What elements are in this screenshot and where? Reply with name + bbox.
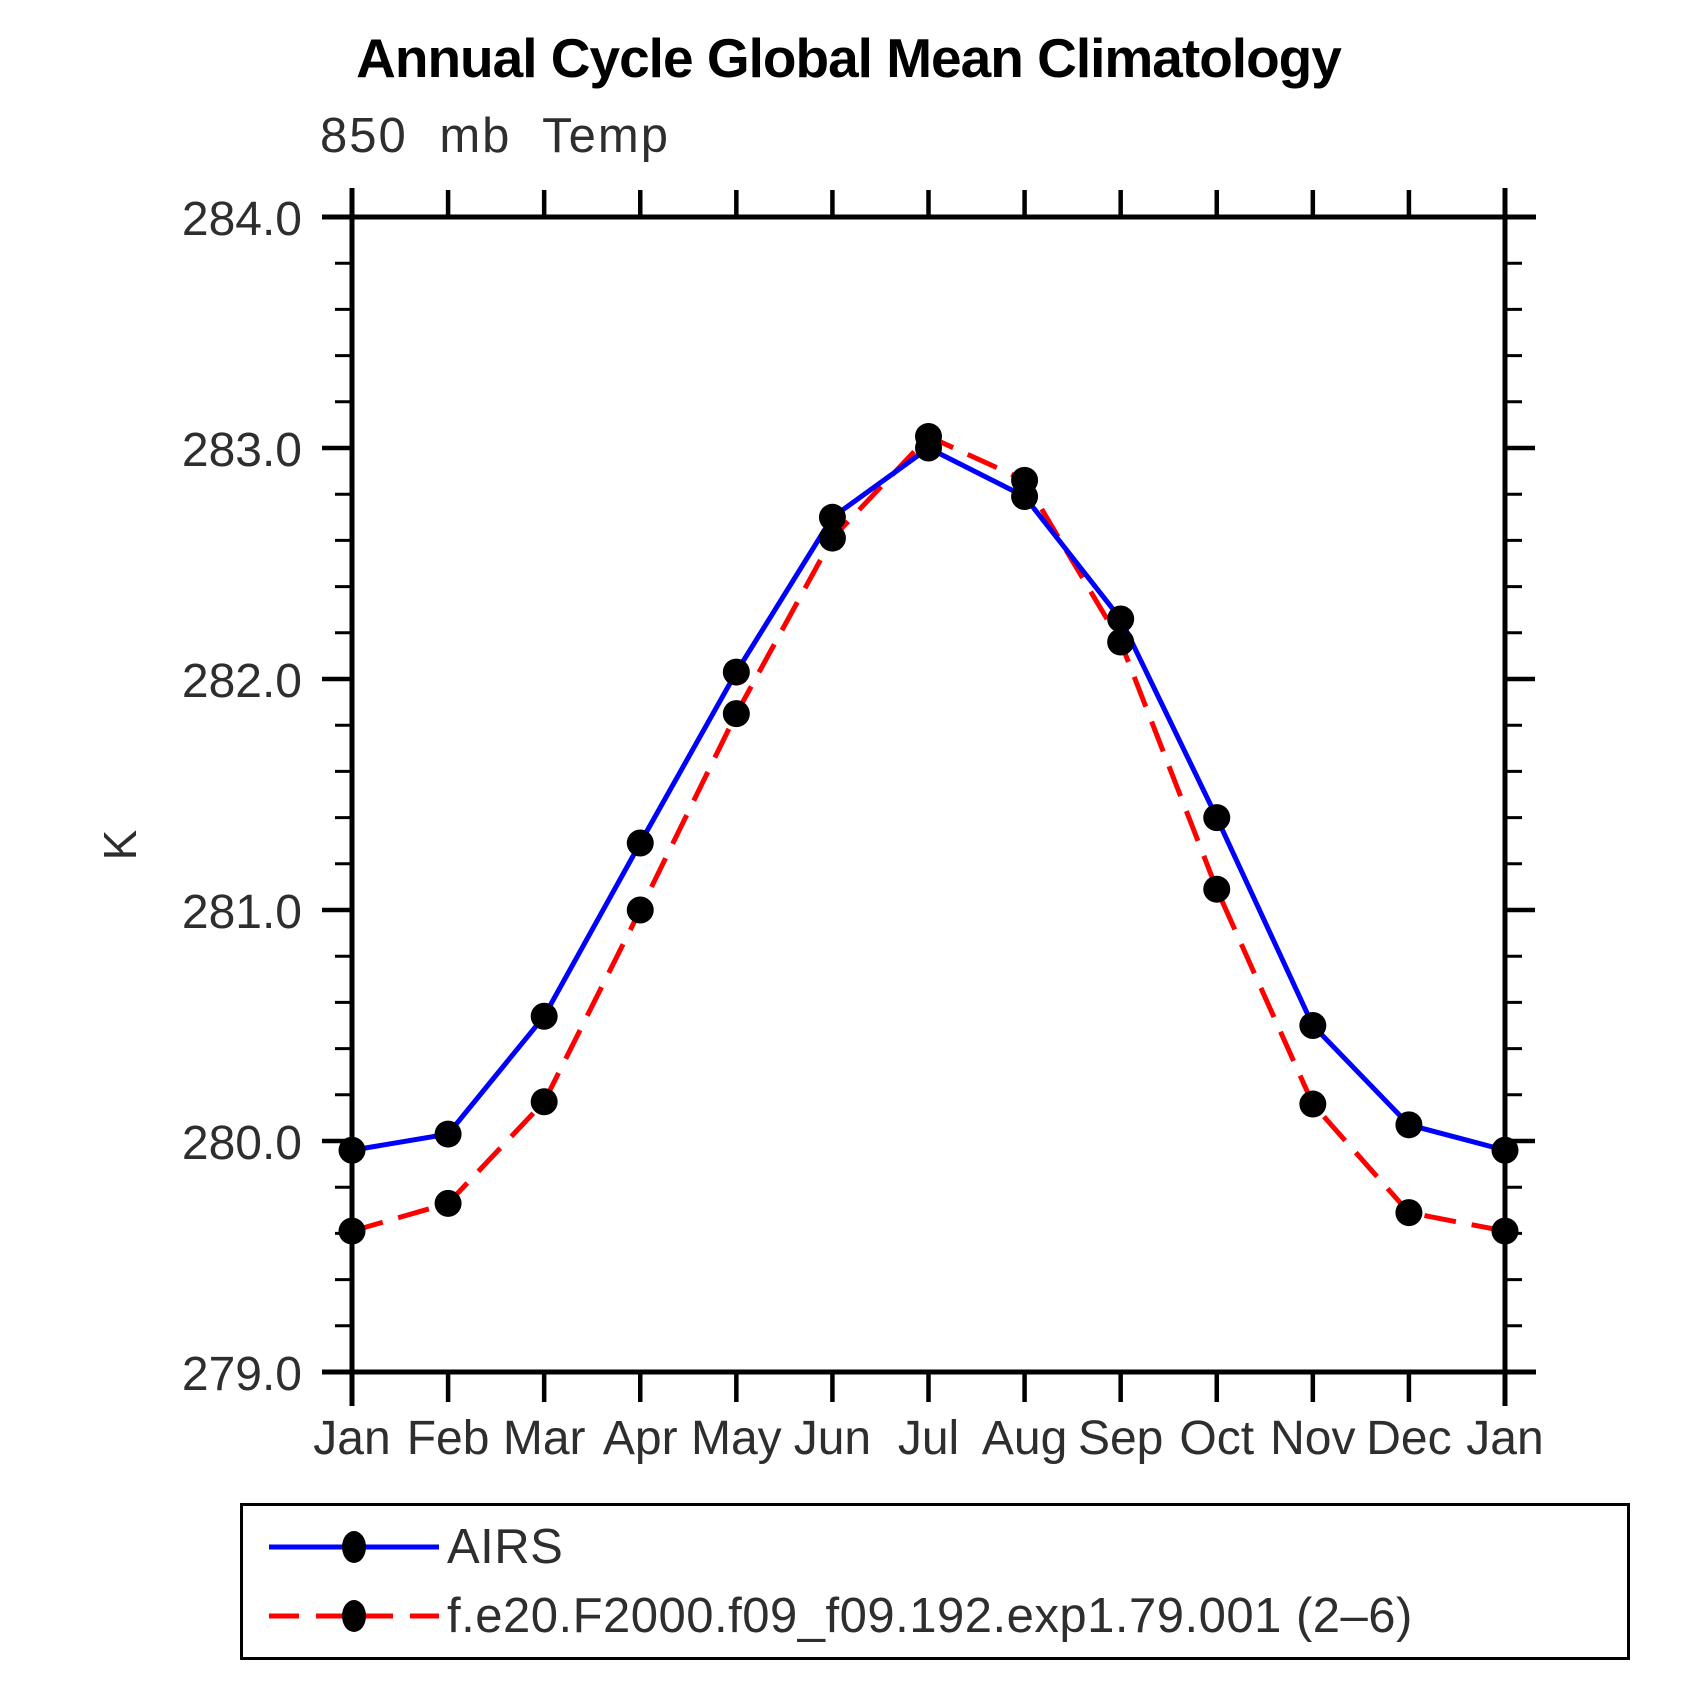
x-tick-label: Dec xyxy=(1366,1412,1451,1465)
y-tick-label: 281.0 xyxy=(182,886,302,939)
x-tick-label: Jul xyxy=(898,1412,959,1465)
legend-marker-dot xyxy=(342,1600,366,1633)
y-tick-label: 279.0 xyxy=(182,1348,302,1401)
data-point-marker xyxy=(722,700,750,728)
data-point-marker xyxy=(1299,1012,1327,1039)
data-point-marker xyxy=(434,1189,462,1217)
y-tick-label: 280.0 xyxy=(182,1117,302,1170)
chart-title: Annual Cycle Global Mean Climatology xyxy=(356,27,1342,89)
data-point-marker xyxy=(1395,1111,1423,1139)
y-tick-label: 282.0 xyxy=(182,655,302,708)
data-point-marker xyxy=(818,524,846,552)
data-point-marker xyxy=(530,1088,558,1116)
data-point-marker xyxy=(1107,628,1135,656)
data-point-marker xyxy=(818,503,846,531)
legend: AIRS f.e20.F2000.f09_f09.192.exp1.79.001… xyxy=(240,1503,1630,1660)
data-point-marker xyxy=(1491,1217,1519,1245)
data-point-marker xyxy=(530,1002,558,1030)
data-point-marker xyxy=(1011,466,1039,494)
data-point-marker xyxy=(626,896,654,924)
x-tick-label: Mar xyxy=(503,1412,586,1465)
data-point-marker xyxy=(626,829,654,857)
data-point-marker xyxy=(722,658,750,686)
data-point-marker xyxy=(338,1217,366,1245)
x-tick-label: Nov xyxy=(1270,1412,1355,1465)
x-tick-label: Apr xyxy=(603,1412,678,1465)
x-tick-label: Sep xyxy=(1078,1412,1163,1465)
x-tick-label: Jan xyxy=(313,1412,390,1465)
y-tick-label: 283.0 xyxy=(182,424,302,477)
legend-label-model: f.e20.F2000.f09_f09.192.exp1.79.001 (2–6… xyxy=(447,1589,1413,1644)
x-tick-label: Feb xyxy=(407,1412,490,1465)
airs-line xyxy=(351,445,1506,1153)
x-tick-label: Aug xyxy=(982,1412,1067,1465)
legend-sample-model-line xyxy=(269,1600,439,1633)
data-point-marker xyxy=(338,1136,366,1164)
chart-subtitle: 850 mb Temp xyxy=(320,109,670,163)
data-point-marker xyxy=(1203,875,1231,903)
x-tick-label: May xyxy=(691,1412,782,1465)
data-point-marker xyxy=(434,1120,462,1148)
data-point-marker xyxy=(1107,605,1135,633)
x-tick-label: Oct xyxy=(1179,1412,1254,1465)
legend-sample-airs-line xyxy=(269,1530,439,1563)
x-tick-label: Jun xyxy=(794,1412,871,1465)
data-point-marker xyxy=(1299,1090,1327,1118)
data-point-marker xyxy=(1203,804,1231,832)
x-tick-label: Jan xyxy=(1466,1412,1543,1465)
data-point-marker xyxy=(915,422,942,450)
legend-item-model: f.e20.F2000.f09_f09.192.exp1.79.001 (2–6… xyxy=(267,1588,1617,1644)
legend-label-airs: AIRS xyxy=(447,1519,564,1574)
data-point-marker xyxy=(1491,1136,1519,1164)
model-line xyxy=(351,433,1506,1234)
legend-marker-dot xyxy=(342,1530,366,1563)
y-tick-label: 284.0 xyxy=(182,193,302,246)
legend-item-airs: AIRS xyxy=(267,1519,1617,1575)
data-point-marker xyxy=(1395,1199,1423,1227)
